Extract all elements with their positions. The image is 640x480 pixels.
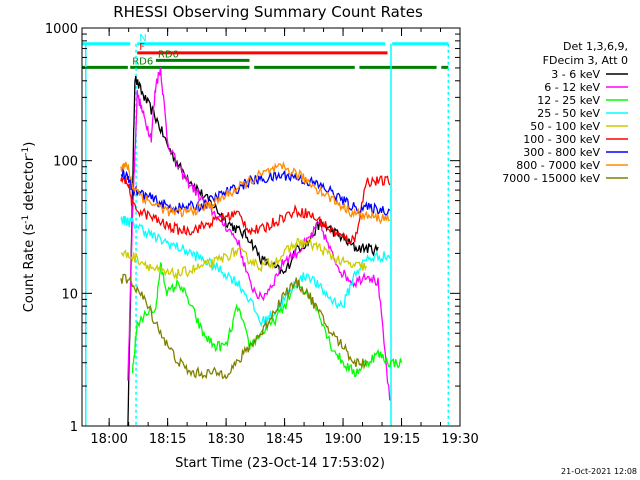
series-line-50-100-kev xyxy=(120,237,368,280)
legend-header-1: FDecim 3, Att 0 xyxy=(543,54,628,67)
y-axis-label-close: ) xyxy=(22,142,37,147)
plot-frame xyxy=(81,27,461,427)
y-axis-label-sup: -1 xyxy=(21,215,31,224)
legend-label-50-100-kev: 50 - 100 keV xyxy=(530,120,600,133)
y-axis-label-rest: detector xyxy=(22,155,37,215)
y-axis-label-main: Count Rate (s xyxy=(22,224,37,313)
timestamp: 21-Oct-2021 12:08 xyxy=(561,467,637,476)
x-tick-label-18-30: 18:30 xyxy=(207,432,244,447)
x-tick-label-18-00: 18:00 xyxy=(90,432,127,447)
y-tick-label-1: 1 xyxy=(70,420,78,435)
series-line-3-6-kev xyxy=(127,75,379,427)
x-tick-label-18-15: 18:15 xyxy=(149,432,186,447)
legend-label-6-12-kev: 6 - 12 keV xyxy=(544,81,600,94)
axes: 18:00 18:15 18:30 18:45 19:00 19:15 19:30 1 10 10… xyxy=(45,22,479,447)
legend-label-300-800-kev: 300 - 800 keV xyxy=(523,146,600,159)
x-tick-label-18-45: 18:45 xyxy=(266,432,303,447)
x-tick-label-19-00: 19:00 xyxy=(324,432,361,447)
y-tick-label-10: 10 xyxy=(61,287,78,302)
flag-label-rd6: RD6 xyxy=(132,56,153,67)
flag-label-rd0: RD0 xyxy=(158,49,179,60)
x-tick-label-19-15: 19:15 xyxy=(383,432,420,447)
legend-label-7000-15000-kev: 7000 - 15000 keV xyxy=(502,172,600,185)
series-line-12-25-kev xyxy=(131,262,403,378)
x-axis-label: Start Time (23-Oct-14 17:53:02) xyxy=(175,456,385,471)
flag-bars: NF RD0 RD6 xyxy=(82,33,449,69)
y-tick-label-1000: 1000 xyxy=(45,22,78,37)
series-line-6-12-kev xyxy=(127,66,391,401)
legend-header-0: Det 1,3,6,9, xyxy=(563,40,628,53)
x-tick-label-19-30: 19:30 xyxy=(441,432,478,447)
series-group xyxy=(120,66,403,427)
legend-label-3-6-kev: 3 - 6 keV xyxy=(551,68,600,81)
legend-label-100-300-kev: 100 - 300 keV xyxy=(523,133,600,146)
series-line-100-300-kev xyxy=(120,175,391,245)
series-line-800-7000-kev xyxy=(120,160,390,225)
y-axis-label-sup2: -1 xyxy=(21,147,31,156)
legend-label-12-25-kev: 12 - 25 keV xyxy=(537,94,600,107)
series-line-7000-15000-kev xyxy=(120,273,368,380)
y-tick-label-100: 100 xyxy=(53,155,78,170)
y-axis-label: Count Rate (s-1 detector-1) xyxy=(21,142,37,313)
chart-title: RHESSI Observing Summary Count Rates xyxy=(113,3,423,21)
series-line-25-50-kev xyxy=(120,215,391,328)
flag-label-n: N xyxy=(139,33,146,44)
legend-label-25-50-kev: 25 - 50 keV xyxy=(537,107,600,120)
flag-label-f: F xyxy=(139,42,145,53)
legend-label-800-7000-kev: 800 - 7000 keV xyxy=(516,159,600,172)
series-line-300-800-kev xyxy=(120,167,391,216)
